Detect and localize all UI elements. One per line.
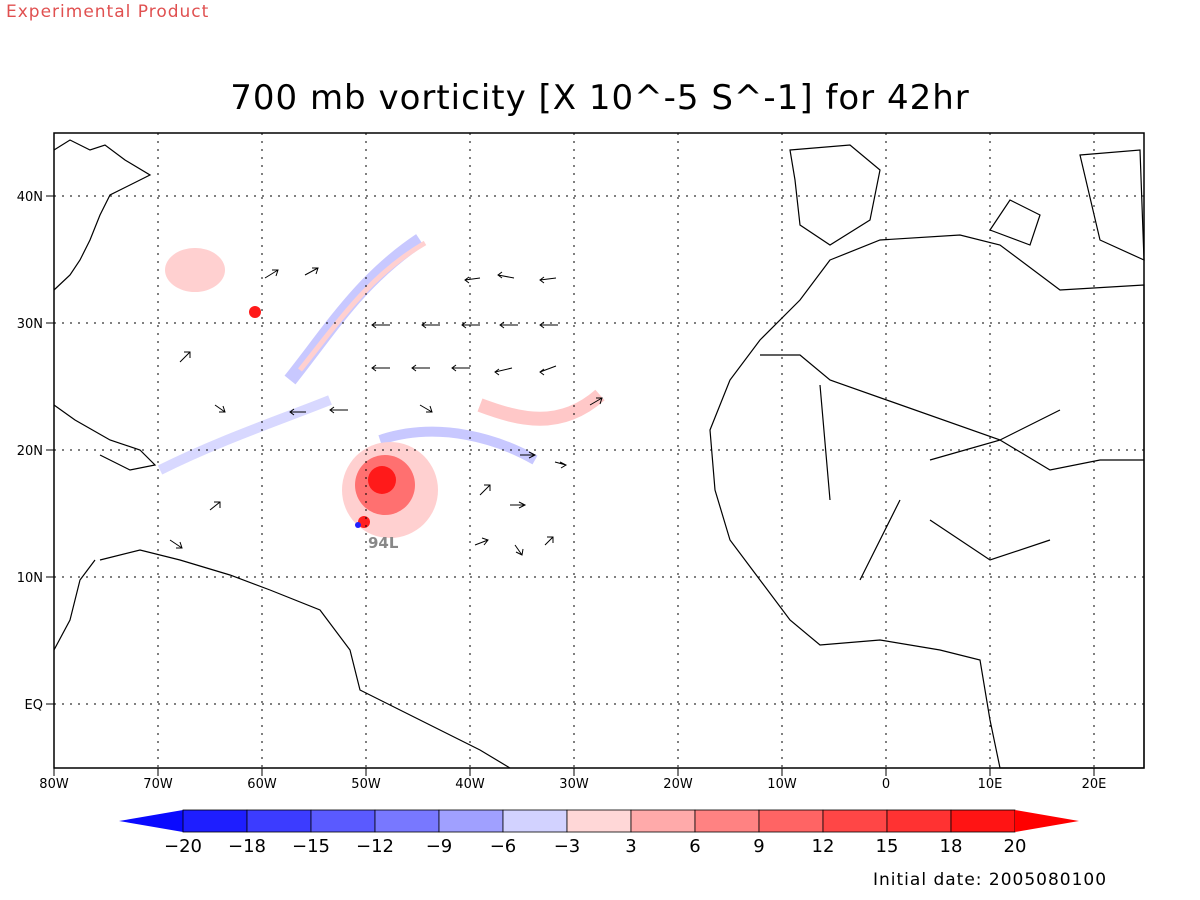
colorbar-box <box>182 809 248 833</box>
south-america-coast <box>99 549 511 769</box>
lon-tick-label: 80W <box>39 777 69 792</box>
vort-band-spiral <box>378 426 538 465</box>
colorbar-tick-label: −18 <box>228 836 266 857</box>
african-borders <box>760 354 1144 581</box>
vort-band-west <box>157 395 332 475</box>
lon-tick-label: 10E <box>978 777 1003 792</box>
colorbar-tick-label: −15 <box>292 836 330 857</box>
small-vortex <box>249 306 261 318</box>
colorbar-box <box>694 809 760 833</box>
storm-core <box>368 466 396 494</box>
vort-band-red <box>298 240 427 372</box>
iberia-outline <box>789 144 881 246</box>
colorbar-high-triangle <box>1015 810 1079 832</box>
lat-tick-label: 40N <box>17 190 43 205</box>
lon-tick-label: 20E <box>1082 777 1107 792</box>
vort-blob-ne <box>165 248 225 292</box>
colorbar-tick-label: 15 <box>876 836 899 857</box>
colorbar: −20 −18 −15 −12 −9 −6 −3 3 6 9 12 15 18 20 <box>119 809 1079 857</box>
lon-tick-label: 60W <box>247 777 277 792</box>
colorbar-box <box>886 809 952 833</box>
colorbar-tick-label: −12 <box>356 836 394 857</box>
colorbar-tick-label: −3 <box>554 836 581 857</box>
grid-lines <box>54 133 1144 768</box>
lon-tick-label: 40W <box>455 777 485 792</box>
initial-date: Initial date: 2005080100 <box>873 870 1108 890</box>
colorbar-low-triangle <box>119 810 183 832</box>
storm-tail-blue <box>355 522 361 528</box>
lat-tick-label: 10N <box>17 571 43 586</box>
colorbar-box <box>566 809 632 833</box>
africa-outline <box>709 234 1145 769</box>
colorbar-box <box>950 809 1016 833</box>
coastlines <box>53 139 1145 769</box>
south-america-west <box>53 559 96 651</box>
lon-tick-label: 50W <box>351 777 381 792</box>
lon-tick-label: 30W <box>559 777 589 792</box>
colorbar-tick-label: 18 <box>940 836 963 857</box>
colorbar-tick-label: −9 <box>426 836 453 857</box>
lon-tick-labels: 80W 70W 60W 50W 40W 30W 20W 10W 0 10E 20… <box>39 777 1106 792</box>
vorticity-field <box>157 234 605 538</box>
colorbar-tick-label: 6 <box>689 836 700 857</box>
colorbar-tick-label: 12 <box>812 836 835 857</box>
lon-tick-label: 10W <box>767 777 797 792</box>
colorbar-tick-label: 20 <box>1004 836 1027 857</box>
tick-marks <box>46 195 1095 776</box>
colorbar-box <box>630 809 696 833</box>
lat-tick-label: 20N <box>17 444 43 459</box>
balkans-outline <box>1079 149 1145 261</box>
lat-tick-label: 30N <box>17 317 43 332</box>
colorbar-tick-label: −20 <box>164 836 202 857</box>
lon-tick-label: 70W <box>143 777 173 792</box>
vort-band-east <box>477 389 605 426</box>
colorbar-box <box>822 809 888 833</box>
colorbar-box <box>758 809 824 833</box>
lat-tick-label: EQ <box>25 698 43 713</box>
north-america-coast <box>53 139 152 291</box>
colorbar-box <box>502 809 568 833</box>
map-title: 700 mb vorticity [X 10^-5 S^-1] for 42hr <box>230 78 970 118</box>
colorbar-tick-label: 3 <box>625 836 636 857</box>
colorbar-box <box>374 809 440 833</box>
colorbar-box <box>246 809 312 833</box>
caribbean-outline <box>53 404 157 471</box>
lon-tick-label: 0 <box>882 777 890 792</box>
colorbar-box <box>438 809 504 833</box>
storm-label-94l: 94L <box>368 534 399 552</box>
lon-tick-label: 20W <box>663 777 693 792</box>
italy-outline <box>989 199 1041 246</box>
experimental-product-label: Experimental Product <box>6 2 210 22</box>
colorbar-tick-label: 9 <box>753 836 764 857</box>
lat-tick-labels: 40N 30N 20N 10N EQ <box>17 190 43 713</box>
colorbar-box <box>310 809 376 833</box>
colorbar-tick-label: −6 <box>490 836 517 857</box>
